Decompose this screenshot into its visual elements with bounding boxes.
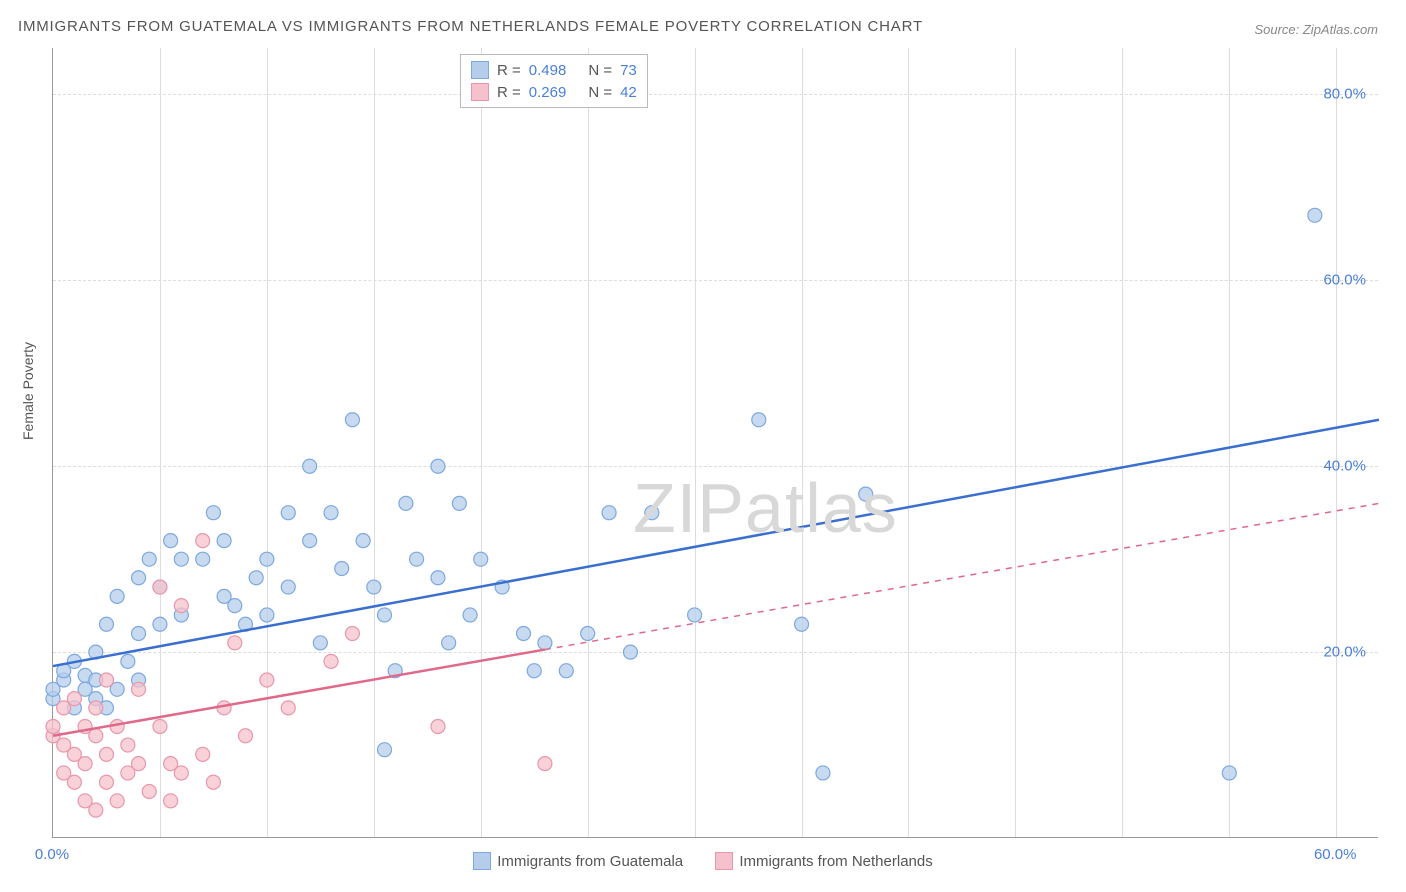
- x-tick-label: 60.0%: [1314, 846, 1357, 863]
- y-tick-label: 20.0%: [1323, 644, 1366, 661]
- legend-label-1: Immigrants from Netherlands: [739, 853, 932, 870]
- legend-label-0: Immigrants from Guatemala: [497, 853, 683, 870]
- legend-series: Immigrants from Guatemala Immigrants fro…: [0, 852, 1406, 874]
- y-tick-label: 80.0%: [1323, 86, 1366, 103]
- y-tick-label: 40.0%: [1323, 458, 1366, 475]
- legend-stats-row-0: R =0.498 N =73: [471, 59, 637, 81]
- y-tick-label: 60.0%: [1323, 272, 1366, 289]
- legend-stats: R =0.498 N =73 R =0.269 N =42: [460, 54, 648, 108]
- legend-swatch-0: [471, 61, 489, 79]
- legend-stats-row-1: R =0.269 N =42: [471, 81, 637, 103]
- x-tick-label: 0.0%: [35, 846, 69, 863]
- scatter-svg: [53, 48, 1379, 838]
- source-attribution: Source: ZipAtlas.com: [1254, 22, 1378, 37]
- legend-item-0: Immigrants from Guatemala: [473, 852, 683, 870]
- legend-item-1: Immigrants from Netherlands: [715, 852, 932, 870]
- legend-swatch-1: [471, 83, 489, 101]
- legend-swatch-bottom-0: [473, 852, 491, 870]
- chart-title: IMMIGRANTS FROM GUATEMALA VS IMMIGRANTS …: [18, 18, 923, 35]
- y-axis-title: Female Poverty: [20, 342, 36, 440]
- legend-swatch-bottom-1: [715, 852, 733, 870]
- plot-area: ZIPatlas 20.0%40.0%60.0%80.0%: [52, 48, 1378, 838]
